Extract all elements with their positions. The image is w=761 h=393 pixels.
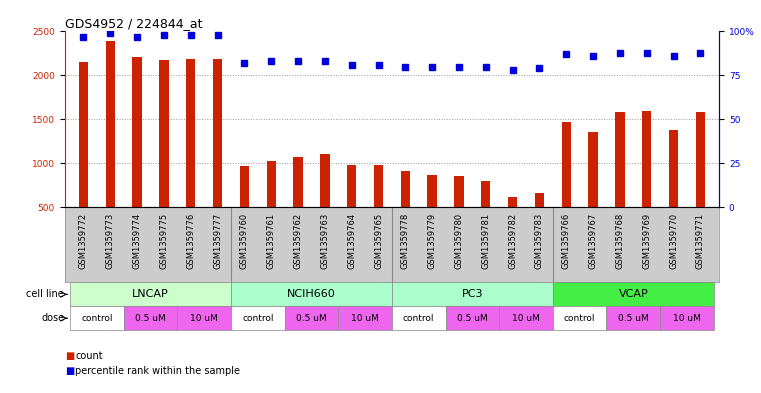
Bar	[499, 306, 552, 330]
Text: GSM1359776: GSM1359776	[186, 213, 196, 270]
Bar	[79, 62, 88, 251]
Text: GSM1359781: GSM1359781	[481, 213, 490, 269]
Bar	[392, 306, 445, 330]
Text: GSM1359779: GSM1359779	[428, 213, 437, 269]
Bar	[231, 283, 392, 306]
Text: NCIH660: NCIH660	[287, 289, 336, 299]
Bar	[124, 306, 177, 330]
Bar	[231, 306, 285, 330]
Bar	[213, 59, 222, 251]
Text: GSM1359766: GSM1359766	[562, 213, 571, 270]
Bar	[642, 111, 651, 251]
Bar	[400, 171, 410, 251]
Bar	[552, 283, 714, 306]
Bar	[266, 161, 276, 251]
Text: GSM1359783: GSM1359783	[535, 213, 544, 270]
Text: dose: dose	[41, 313, 64, 323]
Bar	[70, 306, 124, 330]
Bar	[454, 176, 463, 251]
Bar	[285, 306, 339, 330]
Text: GSM1359763: GSM1359763	[320, 213, 330, 270]
Text: 0.5 uM: 0.5 uM	[618, 314, 648, 323]
Text: 10 uM: 10 uM	[190, 314, 218, 323]
Bar	[607, 306, 660, 330]
Bar	[339, 306, 392, 330]
Bar	[588, 132, 598, 251]
Bar	[186, 59, 196, 251]
Bar	[177, 306, 231, 330]
Text: 10 uM: 10 uM	[351, 314, 379, 323]
Text: cell line: cell line	[27, 289, 64, 299]
Text: GSM1359777: GSM1359777	[213, 213, 222, 270]
Bar	[481, 181, 491, 251]
Text: GSM1359778: GSM1359778	[401, 213, 410, 270]
Text: GSM1359768: GSM1359768	[616, 213, 625, 270]
Bar	[562, 122, 571, 251]
Bar	[347, 165, 356, 251]
Text: PC3: PC3	[462, 289, 483, 299]
Text: control: control	[403, 314, 435, 323]
Text: control: control	[564, 314, 595, 323]
Text: 10 uM: 10 uM	[673, 314, 701, 323]
Text: LNCAP: LNCAP	[132, 289, 169, 299]
Text: count: count	[75, 351, 103, 361]
Text: GSM1359769: GSM1359769	[642, 213, 651, 269]
Bar	[392, 283, 552, 306]
Text: GSM1359782: GSM1359782	[508, 213, 517, 269]
Bar	[159, 61, 169, 251]
Bar	[106, 41, 115, 251]
Text: percentile rank within the sample: percentile rank within the sample	[75, 366, 240, 376]
Text: GSM1359773: GSM1359773	[106, 213, 115, 270]
Text: GSM1359761: GSM1359761	[266, 213, 275, 269]
Text: GSM1359772: GSM1359772	[79, 213, 88, 269]
Text: VCAP: VCAP	[619, 289, 648, 299]
Text: GSM1359765: GSM1359765	[374, 213, 383, 269]
Bar	[240, 166, 249, 251]
Text: control: control	[242, 314, 273, 323]
Text: ■: ■	[65, 366, 74, 376]
Text: GSM1359767: GSM1359767	[588, 213, 597, 270]
Bar	[374, 165, 384, 251]
Text: GDS4952 / 224844_at: GDS4952 / 224844_at	[65, 17, 202, 30]
Text: 0.5 uM: 0.5 uM	[457, 314, 488, 323]
Text: GSM1359780: GSM1359780	[454, 213, 463, 269]
Bar	[132, 57, 142, 251]
Text: GSM1359775: GSM1359775	[159, 213, 168, 269]
Bar	[320, 154, 330, 251]
Text: GSM1359762: GSM1359762	[294, 213, 303, 269]
Text: GSM1359760: GSM1359760	[240, 213, 249, 269]
Bar	[696, 112, 705, 251]
Text: 10 uM: 10 uM	[512, 314, 540, 323]
Text: GSM1359770: GSM1359770	[669, 213, 678, 269]
Text: 0.5 uM: 0.5 uM	[296, 314, 326, 323]
Bar	[552, 306, 607, 330]
Text: GSM1359774: GSM1359774	[132, 213, 142, 269]
Text: ■: ■	[65, 351, 74, 361]
Text: GSM1359764: GSM1359764	[347, 213, 356, 269]
Bar	[615, 112, 625, 251]
Bar	[660, 306, 714, 330]
Bar	[535, 193, 544, 251]
Text: control: control	[81, 314, 113, 323]
Bar	[70, 283, 231, 306]
Text: GSM1359771: GSM1359771	[696, 213, 705, 269]
Bar	[508, 196, 517, 251]
Bar	[293, 157, 303, 251]
Bar	[669, 130, 678, 251]
Bar	[445, 306, 499, 330]
Bar	[428, 174, 437, 251]
Text: 0.5 uM: 0.5 uM	[135, 314, 166, 323]
